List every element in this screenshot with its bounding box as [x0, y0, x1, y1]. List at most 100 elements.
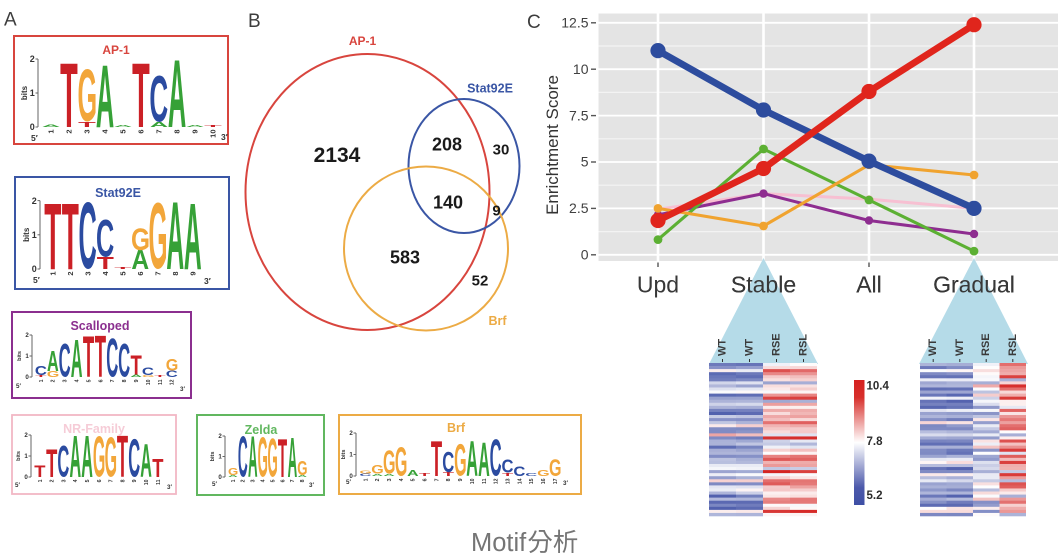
svg-text:4: 4	[101, 129, 110, 134]
svg-text:13: 13	[506, 478, 512, 484]
svg-text:A: A	[478, 432, 490, 487]
svg-text:C: C	[149, 61, 168, 136]
svg-text:8: 8	[300, 479, 306, 482]
svg-text:T: T	[95, 324, 106, 390]
svg-text:C: C	[142, 365, 154, 378]
svg-text:12: 12	[170, 379, 176, 385]
svg-text:4: 4	[75, 379, 81, 382]
svg-text:T: T	[44, 184, 61, 290]
svg-text:4: 4	[399, 478, 405, 481]
svg-text:7: 7	[153, 272, 162, 276]
svg-text:4: 4	[101, 271, 110, 276]
svg-text:WT: WT	[927, 339, 939, 356]
svg-text:208: 208	[432, 135, 462, 155]
svg-text:A: A	[140, 435, 152, 487]
svg-text:3: 3	[387, 478, 393, 481]
svg-text:A: A	[70, 425, 82, 491]
svg-text:A: A	[228, 475, 238, 478]
svg-text:Stat92E: Stat92E	[95, 186, 141, 200]
svg-text:10.4: 10.4	[867, 381, 890, 393]
svg-text:G: G	[47, 369, 60, 379]
svg-text:Enrichtment Score: Enrichtment Score	[543, 75, 562, 215]
svg-text:G: G	[228, 466, 238, 477]
svg-text:0: 0	[581, 247, 589, 263]
svg-text:A: A	[184, 184, 202, 289]
svg-text:30: 30	[493, 142, 510, 159]
svg-text:2: 2	[65, 130, 74, 134]
svg-text:C: C	[118, 334, 130, 387]
svg-text:2: 2	[218, 433, 222, 440]
svg-text:T: T	[60, 46, 78, 147]
svg-text:WT: WT	[717, 339, 729, 356]
svg-text:5: 5	[85, 479, 91, 482]
svg-text:7: 7	[110, 379, 116, 382]
svg-text:C: C	[128, 429, 140, 488]
svg-text:7: 7	[109, 479, 115, 482]
svg-text:T: T	[204, 125, 222, 128]
svg-text:5′: 5′	[15, 482, 20, 489]
svg-text:Stat92E: Stat92E	[467, 82, 513, 96]
svg-text:583: 583	[390, 248, 420, 268]
svg-text:0: 0	[25, 374, 29, 381]
svg-text:1: 1	[32, 230, 37, 240]
svg-text:2: 2	[24, 432, 28, 439]
svg-text:9: 9	[132, 479, 138, 482]
svg-text:4: 4	[261, 479, 267, 482]
svg-text:A: A	[186, 125, 204, 128]
svg-text:A: A	[150, 121, 168, 129]
svg-text:Scalloped: Scalloped	[70, 319, 129, 333]
svg-text:7.8: 7.8	[867, 436, 884, 448]
svg-text:T: T	[78, 121, 96, 129]
svg-text:C: C	[57, 438, 69, 487]
svg-text:T: T	[278, 427, 287, 490]
svg-text:A: A	[114, 124, 132, 127]
svg-text:AP-1: AP-1	[349, 34, 377, 48]
svg-text:52: 52	[472, 273, 489, 290]
svg-text:11: 11	[158, 379, 164, 385]
svg-text:T: T	[34, 462, 45, 481]
svg-text:G: G	[395, 439, 408, 485]
svg-text:C: C	[106, 326, 118, 388]
svg-text:A: A	[166, 181, 184, 289]
svg-text:14: 14	[517, 478, 523, 484]
svg-text:12.5: 12.5	[561, 15, 588, 31]
svg-text:1: 1	[349, 452, 353, 459]
svg-text:3: 3	[84, 272, 93, 276]
svg-text:2: 2	[66, 272, 75, 276]
svg-text:10: 10	[144, 479, 150, 485]
svg-text:T: T	[114, 267, 131, 270]
svg-text:G: G	[297, 457, 307, 480]
svg-text:12: 12	[494, 478, 500, 484]
svg-text:RSE: RSE	[980, 333, 992, 356]
svg-text:0: 0	[30, 122, 35, 132]
svg-text:C: C	[96, 208, 114, 268]
svg-text:5′: 5′	[212, 481, 217, 488]
svg-text:6: 6	[423, 478, 429, 481]
svg-text:2: 2	[51, 379, 57, 382]
svg-text:G: G	[77, 54, 97, 137]
svg-text:0: 0	[349, 473, 353, 480]
svg-text:A: A	[371, 473, 383, 476]
svg-text:5′: 5′	[346, 479, 351, 486]
svg-text:7.5: 7.5	[569, 107, 589, 123]
svg-text:C: C	[502, 456, 514, 477]
svg-text:G: G	[149, 183, 168, 288]
svg-text:16: 16	[541, 478, 547, 484]
svg-text:6: 6	[280, 479, 286, 482]
svg-text:A: A	[81, 425, 93, 491]
svg-text:9: 9	[134, 379, 140, 382]
svg-text:6: 6	[137, 130, 146, 134]
svg-text:0: 0	[32, 264, 37, 274]
svg-text:5′: 5′	[16, 383, 21, 390]
svg-text:A: A	[407, 469, 419, 478]
svg-text:C: C	[59, 334, 71, 387]
svg-text:T: T	[132, 46, 150, 147]
svg-text:C: C	[442, 446, 454, 478]
svg-text:RSL: RSL	[798, 334, 810, 356]
svg-text:C: C	[513, 464, 525, 479]
svg-text:T: T	[46, 441, 57, 486]
svg-text:2.5: 2.5	[569, 200, 589, 216]
svg-text:WT: WT	[744, 339, 756, 356]
svg-text:4: 4	[73, 479, 79, 482]
svg-text:2: 2	[25, 332, 29, 339]
